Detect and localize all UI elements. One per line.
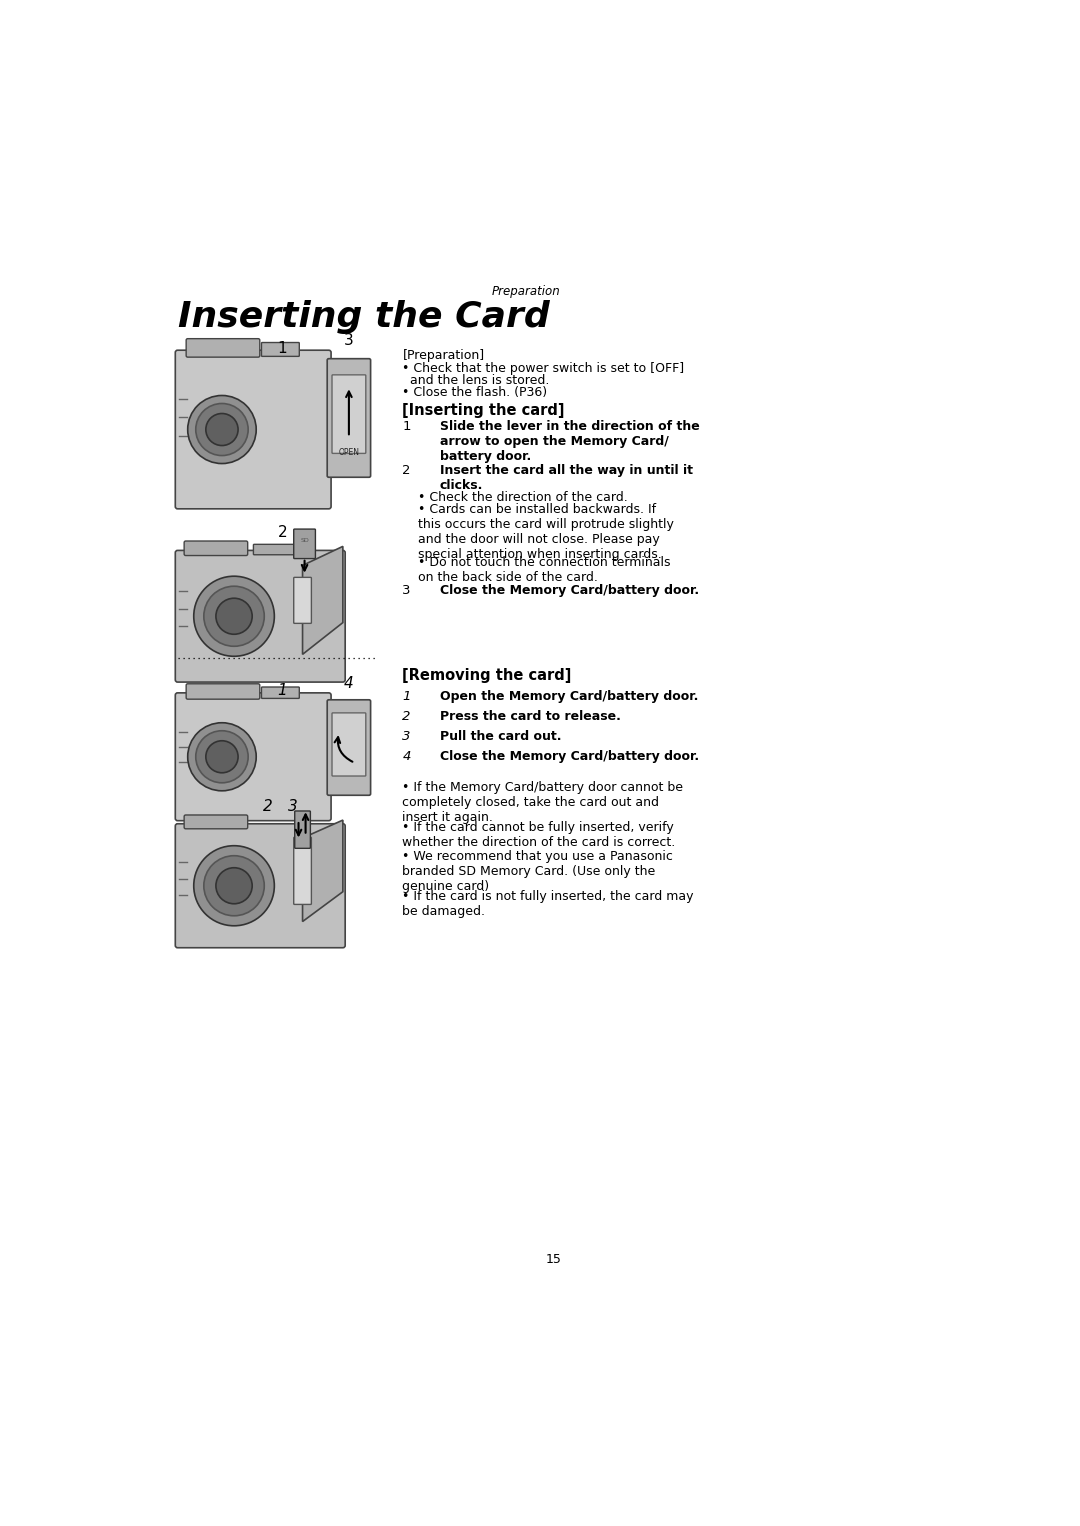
FancyBboxPatch shape (186, 339, 260, 357)
Text: 3: 3 (403, 583, 410, 597)
Circle shape (204, 586, 265, 647)
Text: • If the Memory Card/battery door cannot be
completely closed, take the card out: • If the Memory Card/battery door cannot… (403, 781, 684, 824)
Circle shape (206, 414, 238, 446)
Text: [Preparation]: [Preparation] (403, 348, 485, 362)
Circle shape (188, 395, 256, 464)
Text: 3: 3 (345, 333, 354, 348)
Circle shape (216, 868, 253, 903)
Text: 2: 2 (278, 525, 287, 540)
Text: Open the Memory Card/battery door.: Open the Memory Card/battery door. (440, 690, 698, 703)
FancyBboxPatch shape (294, 530, 315, 559)
Text: • Do not touch the connection terminals
on the back side of the card.: • Do not touch the connection terminals … (418, 555, 671, 584)
Text: • Check that the power switch is set to [OFF]: • Check that the power switch is set to … (403, 362, 685, 375)
Text: 3: 3 (403, 729, 410, 743)
FancyBboxPatch shape (254, 545, 299, 555)
Polygon shape (302, 546, 342, 655)
Text: • Check the direction of the card.: • Check the direction of the card. (418, 491, 627, 504)
Text: 2: 2 (403, 710, 410, 723)
Text: Slide the lever in the direction of the
arrow to open the Memory Card/
battery d: Slide the lever in the direction of the … (440, 420, 700, 464)
FancyBboxPatch shape (175, 693, 332, 821)
Text: • Cards can be installed backwards. If
this occurs the card will protrude slight: • Cards can be installed backwards. If t… (418, 504, 674, 562)
Text: • If the card is not fully inserted, the card may
be damaged.: • If the card is not fully inserted, the… (403, 890, 693, 919)
FancyBboxPatch shape (175, 349, 332, 508)
Text: Preparation: Preparation (491, 285, 561, 298)
Circle shape (195, 403, 248, 456)
Text: 1: 1 (278, 340, 287, 356)
Circle shape (216, 598, 253, 635)
FancyBboxPatch shape (294, 838, 311, 905)
Text: • We recommend that you use a Panasonic
branded SD Memory Card. (Use only the
ge: • We recommend that you use a Panasonic … (403, 850, 673, 893)
Text: 4: 4 (345, 676, 354, 691)
Polygon shape (302, 819, 342, 922)
Text: SD: SD (300, 537, 309, 543)
Text: 3: 3 (287, 800, 297, 815)
FancyBboxPatch shape (261, 687, 299, 699)
FancyBboxPatch shape (294, 577, 311, 623)
FancyBboxPatch shape (175, 824, 346, 948)
Text: • If the card cannot be fully inserted, verify
whether the direction of the card: • If the card cannot be fully inserted, … (403, 821, 676, 848)
FancyBboxPatch shape (184, 815, 247, 829)
FancyBboxPatch shape (186, 684, 260, 699)
Text: 1: 1 (278, 682, 287, 697)
Text: and the lens is stored.: and the lens is stored. (403, 374, 550, 388)
Circle shape (204, 856, 265, 916)
Text: Close the Memory Card/battery door.: Close the Memory Card/battery door. (440, 583, 699, 597)
Text: Close the Memory Card/battery door.: Close the Memory Card/battery door. (440, 749, 699, 763)
FancyBboxPatch shape (175, 551, 346, 682)
Text: 2: 2 (403, 464, 410, 478)
Text: Insert the card all the way in until it
clicks.: Insert the card all the way in until it … (440, 464, 692, 493)
Circle shape (188, 723, 256, 790)
Text: • Close the flash. (P36): • Close the flash. (P36) (403, 386, 548, 400)
Circle shape (206, 740, 238, 772)
Text: Press the card to release.: Press the card to release. (440, 710, 620, 723)
Text: 2: 2 (264, 800, 273, 815)
Circle shape (195, 731, 248, 783)
Text: OPEN: OPEN (338, 449, 360, 456)
Circle shape (193, 845, 274, 926)
FancyBboxPatch shape (332, 713, 366, 777)
Text: 1: 1 (403, 690, 410, 703)
FancyBboxPatch shape (327, 700, 370, 795)
Text: [Inserting the card]: [Inserting the card] (403, 403, 565, 418)
Text: Pull the card out.: Pull the card out. (440, 729, 562, 743)
FancyBboxPatch shape (295, 810, 310, 848)
FancyBboxPatch shape (332, 375, 366, 453)
FancyBboxPatch shape (327, 359, 370, 478)
Text: Inserting the Card: Inserting the Card (177, 301, 550, 334)
Circle shape (193, 577, 274, 656)
Text: [Removing the card]: [Removing the card] (403, 668, 571, 684)
FancyBboxPatch shape (261, 342, 299, 357)
Text: 1: 1 (403, 420, 410, 433)
Text: 15: 15 (545, 1253, 562, 1267)
FancyBboxPatch shape (184, 542, 247, 555)
Text: 4: 4 (403, 749, 410, 763)
